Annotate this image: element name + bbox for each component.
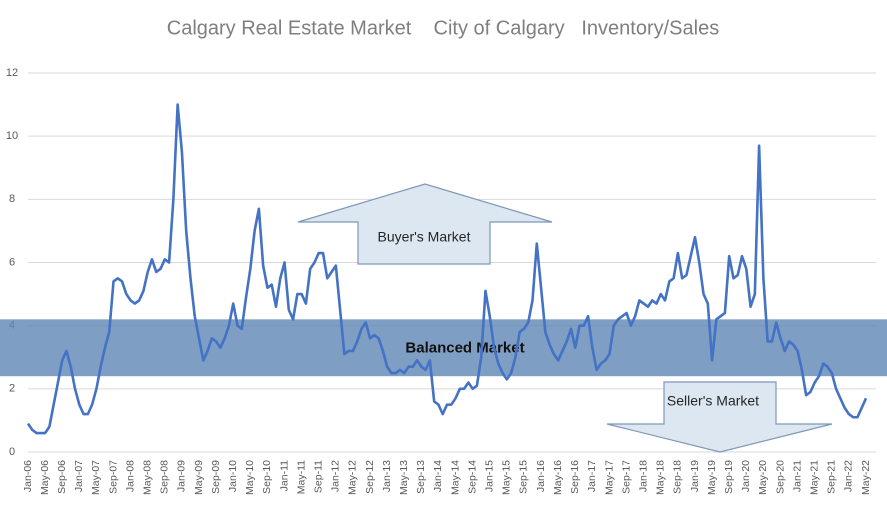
x-tick-label: Sep-17 — [620, 460, 632, 494]
x-tick-label: Jan-16 — [535, 460, 547, 492]
x-tick-label: May-16 — [552, 460, 564, 495]
x-tick-label: Sep-09 — [210, 460, 222, 494]
x-tick-label: Sep-11 — [313, 460, 325, 493]
x-tick-label: Jan-09 — [176, 460, 188, 492]
x-tick-label: Jan-11 — [278, 460, 290, 491]
x-tick-label: May-08 — [141, 460, 153, 495]
x-tick-label: Sep-19 — [723, 460, 735, 494]
x-tick-label: Sep-14 — [466, 460, 478, 494]
x-tick-label: May-13 — [398, 460, 410, 495]
x-tick-label: Sep-18 — [672, 460, 684, 494]
x-tick-label: May-11 — [295, 460, 307, 494]
chart-title: Calgary Real Estate Market City of Calga… — [167, 17, 719, 39]
y-tick-label: 0 — [9, 446, 15, 458]
x-tick-label: Jan-19 — [689, 460, 701, 492]
x-tick-label: Sep-06 — [56, 460, 68, 494]
x-tick-label: Jan-22 — [843, 460, 855, 492]
x-tick-label: Jan-14 — [432, 460, 444, 492]
x-tick-label: Sep-08 — [159, 460, 171, 494]
x-tick-label: Sep-10 — [261, 460, 273, 494]
seller-label: Seller's Market — [667, 393, 759, 409]
x-tick-label: Jan-17 — [586, 460, 598, 492]
x-tick-label: May-21 — [808, 460, 820, 495]
y-tick-label: 2 — [9, 383, 15, 395]
x-tick-label: May-19 — [706, 460, 718, 495]
x-tick-label: Jan-06 — [22, 460, 34, 492]
x-tick-label: May-20 — [757, 460, 769, 495]
x-tick-label: Jan-20 — [740, 460, 752, 492]
x-tick-label: Sep-07 — [107, 460, 119, 494]
x-tick-label: Sep-12 — [364, 460, 376, 494]
x-tick-label: May-18 — [655, 460, 667, 495]
x-tick-label: May-15 — [501, 460, 513, 495]
band-label: Balanced Market — [405, 340, 524, 357]
balanced-band — [0, 319, 887, 377]
x-tick-label: Sep-13 — [415, 460, 427, 494]
y-tick-label: 6 — [9, 256, 15, 268]
buyer-label: Buyer's Market — [378, 229, 471, 245]
x-tick-label: Jan-18 — [637, 460, 649, 492]
x-tick-label: Jan-10 — [227, 460, 239, 492]
x-tick-label: Jan-21 — [791, 460, 803, 492]
x-tick-label: Sep-20 — [774, 460, 786, 494]
x-tick-label: Sep-15 — [518, 460, 530, 494]
plot: Jan-06 May-06 Sep-06 Jan-07 May-07 Sep-07 Jan-… — [22, 103, 872, 495]
x-tick-label: May-09 — [193, 460, 205, 495]
x-tick-label: May-22 — [860, 460, 872, 495]
x-tick-label: Jan-07 — [73, 460, 85, 492]
x-tick-label: May-07 — [90, 460, 102, 495]
x-tick-label: May-06 — [39, 460, 51, 495]
x-tick-label: Jan-15 — [484, 460, 496, 492]
seller-arrow — [606, 381, 833, 453]
x-tick-label: Jan-13 — [381, 460, 393, 492]
x-tick-label: Jan-12 — [330, 460, 342, 492]
x-tick-label: May-10 — [244, 460, 256, 495]
buyer-arrow — [297, 183, 553, 265]
y-tick-label: 10 — [6, 130, 18, 142]
x-tick-label: Sep-21 — [826, 460, 838, 494]
y-tick-label: 12 — [6, 67, 18, 79]
line — [26, 103, 868, 435]
band-layer: Balanced Market — [0, 319, 887, 377]
y-tick-label: 8 — [9, 193, 15, 205]
x-tick-label: Jan-08 — [124, 460, 136, 492]
x-tick-label: Sep-16 — [569, 460, 581, 494]
x-tick-label: May-14 — [449, 460, 461, 495]
x-tick-label: May-12 — [347, 460, 359, 495]
x-tick-label: May-17 — [603, 460, 615, 495]
